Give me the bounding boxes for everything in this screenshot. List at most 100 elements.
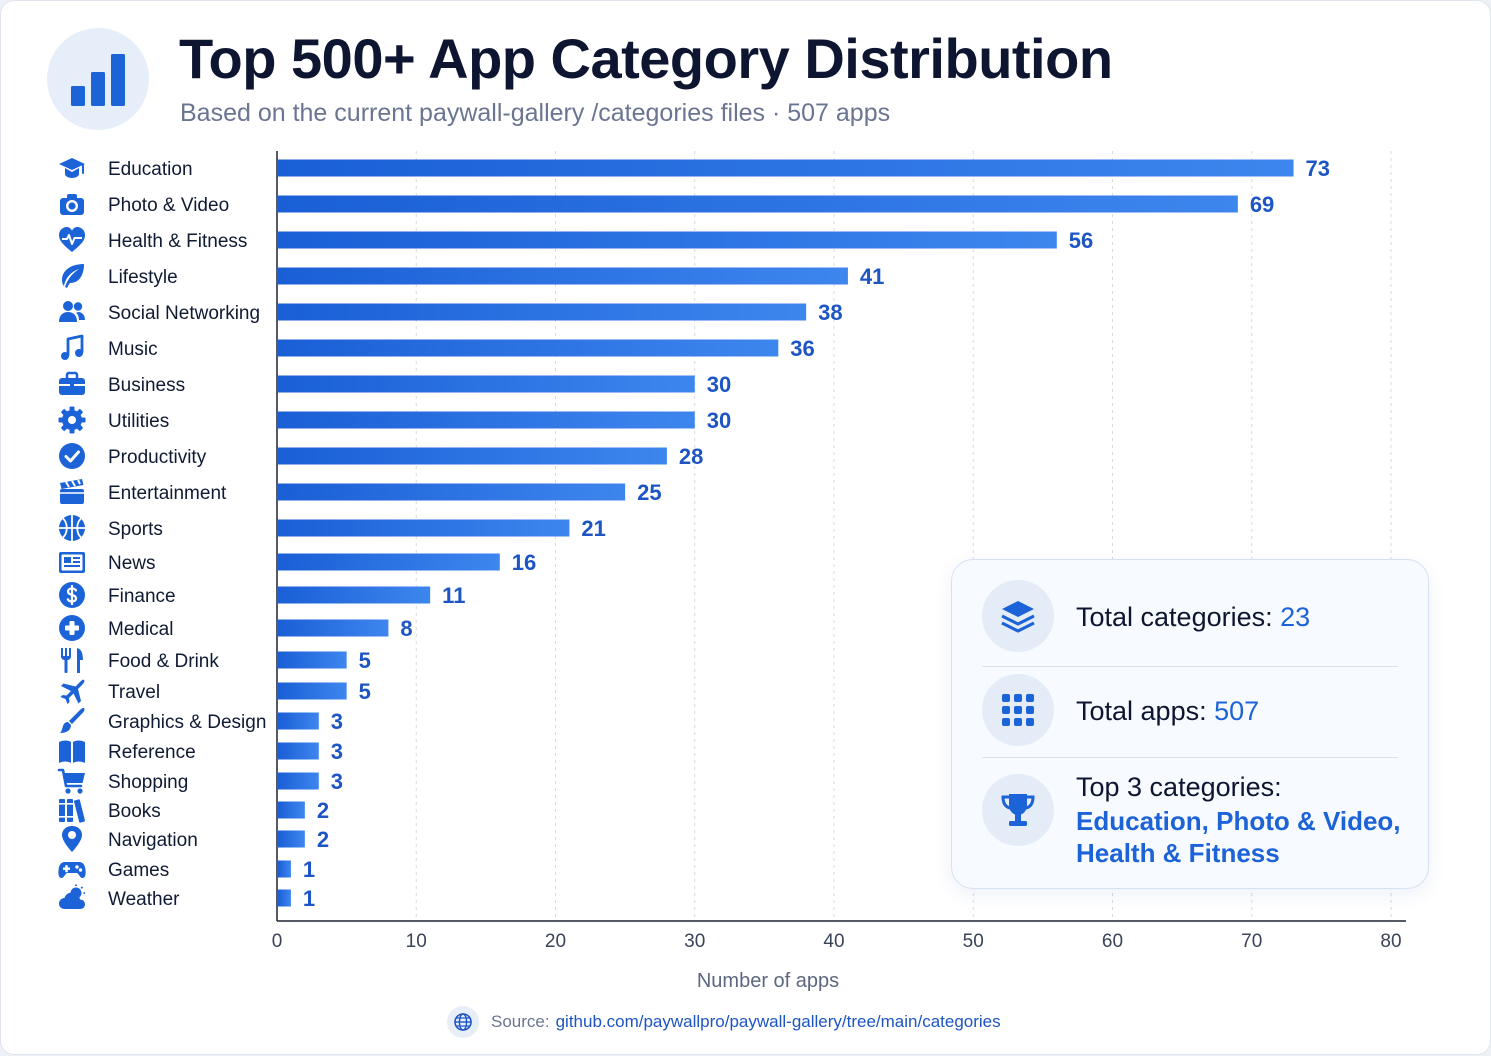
grid-dots-icon bbox=[982, 674, 1054, 746]
bar-value-label: 5 bbox=[359, 648, 371, 673]
category-label: Travel bbox=[108, 682, 160, 703]
bar bbox=[278, 772, 319, 790]
summary-apps-label: Total apps: bbox=[1076, 696, 1207, 726]
leaf-icon bbox=[62, 264, 84, 288]
gear-icon bbox=[58, 406, 86, 434]
globe-icon bbox=[447, 1006, 479, 1038]
airplane-icon bbox=[60, 679, 85, 704]
briefcase-icon bbox=[59, 371, 85, 395]
clapperboard-icon bbox=[60, 479, 84, 504]
bar bbox=[278, 619, 389, 637]
users-icon bbox=[59, 301, 85, 322]
bar-value-label: 11 bbox=[442, 583, 465, 608]
x-tick-label: 0 bbox=[272, 931, 283, 952]
bar bbox=[278, 712, 319, 730]
category-label: Navigation bbox=[108, 830, 198, 851]
category-label: News bbox=[108, 553, 156, 574]
category-label: Sports bbox=[108, 519, 163, 540]
summary-divider bbox=[982, 757, 1398, 758]
category-label: Books bbox=[108, 801, 161, 822]
bar bbox=[278, 553, 500, 571]
category-label: Reference bbox=[108, 742, 196, 763]
bar bbox=[278, 159, 1294, 177]
bar-value-label: 3 bbox=[331, 739, 343, 764]
summary-categories-label: Total categories: bbox=[1076, 602, 1273, 632]
x-tick-label: 10 bbox=[406, 931, 427, 952]
x-tick-label: 40 bbox=[823, 931, 844, 952]
bar bbox=[278, 586, 431, 604]
bar-value-label: 30 bbox=[707, 408, 731, 433]
category-label: Utilities bbox=[108, 411, 169, 432]
cloud-sun-icon bbox=[59, 884, 85, 909]
source-link[interactable]: github.com/paywallpro/paywall-gallery/tr… bbox=[555, 1012, 1001, 1031]
bar bbox=[278, 651, 347, 669]
bar-value-label: 25 bbox=[637, 480, 661, 505]
camera-icon bbox=[60, 194, 84, 215]
layers-icon bbox=[982, 580, 1054, 652]
bar bbox=[278, 447, 667, 465]
category-label: Games bbox=[108, 860, 169, 881]
category-label: Music bbox=[108, 339, 158, 360]
medical-cross-icon bbox=[59, 615, 85, 641]
check-circle-icon bbox=[59, 443, 85, 469]
bar bbox=[278, 801, 305, 819]
books-icon bbox=[59, 799, 85, 823]
category-label: Graphics & Design bbox=[108, 712, 266, 733]
summary-apps-value: 507 bbox=[1214, 696, 1260, 726]
bar bbox=[278, 483, 626, 501]
summary-top3-label: Top 3 categories: bbox=[1076, 772, 1282, 802]
bar bbox=[278, 339, 779, 357]
newspaper-icon bbox=[59, 552, 85, 573]
category-label: Lifestyle bbox=[108, 267, 178, 288]
summary-divider bbox=[982, 666, 1398, 667]
x-tick-label: 30 bbox=[684, 931, 705, 952]
gamepad-icon bbox=[58, 862, 86, 878]
music-note-icon bbox=[61, 334, 84, 360]
bar bbox=[278, 195, 1238, 213]
category-label: Productivity bbox=[108, 447, 207, 468]
category-label: Entertainment bbox=[108, 483, 227, 504]
bar-chart-icon bbox=[47, 28, 149, 130]
bar-value-label: 41 bbox=[860, 264, 884, 289]
bar bbox=[278, 519, 570, 537]
x-tick-label: 80 bbox=[1380, 931, 1401, 952]
heart-pulse-icon bbox=[59, 227, 85, 252]
x-tick-label: 20 bbox=[545, 931, 566, 952]
summary-top3-line1: Education, Photo & Video, bbox=[1076, 806, 1401, 836]
bar-value-label: 73 bbox=[1306, 156, 1330, 181]
summary-top3-line2: Health & Fitness bbox=[1076, 838, 1280, 868]
bar bbox=[278, 830, 305, 848]
category-label: Social Networking bbox=[108, 303, 260, 324]
category-label: Health & Fitness bbox=[108, 231, 247, 252]
bar-value-label: 38 bbox=[818, 300, 842, 325]
shopping-cart-icon bbox=[57, 768, 85, 794]
bar-value-label: 16 bbox=[512, 550, 536, 575]
bar-value-label: 1 bbox=[303, 857, 315, 882]
bar bbox=[278, 231, 1057, 249]
category-label: Education bbox=[108, 159, 193, 180]
bar bbox=[278, 267, 848, 285]
bar-value-label: 36 bbox=[790, 336, 814, 361]
bar bbox=[278, 742, 319, 760]
bar-value-label: 1 bbox=[303, 886, 315, 911]
bar-value-label: 69 bbox=[1250, 192, 1274, 217]
bar-value-label: 2 bbox=[317, 798, 329, 823]
basketball-icon bbox=[59, 515, 85, 541]
paintbrush-icon bbox=[60, 707, 85, 733]
x-axis-title: Number of apps bbox=[697, 970, 839, 992]
source-footer: Source: github.com/paywallpro/paywall-ga… bbox=[447, 1006, 1001, 1038]
bar-value-label: 3 bbox=[331, 709, 343, 734]
summary-total-categories: Total categories: 23 bbox=[952, 580, 1428, 656]
open-book-icon bbox=[59, 740, 85, 763]
bar bbox=[278, 682, 347, 700]
category-label: Business bbox=[108, 375, 185, 396]
fork-knife-icon bbox=[61, 648, 83, 673]
summary-panel: Total categories: 23 Tot bbox=[951, 559, 1429, 889]
summary-top3: Top 3 categories: Education, Photo & Vid… bbox=[952, 772, 1428, 882]
bar-value-label: 21 bbox=[581, 516, 605, 541]
bar bbox=[278, 889, 291, 907]
bar-value-label: 2 bbox=[317, 827, 329, 852]
source-label: Source: bbox=[491, 1012, 550, 1031]
category-label: Medical bbox=[108, 619, 173, 640]
